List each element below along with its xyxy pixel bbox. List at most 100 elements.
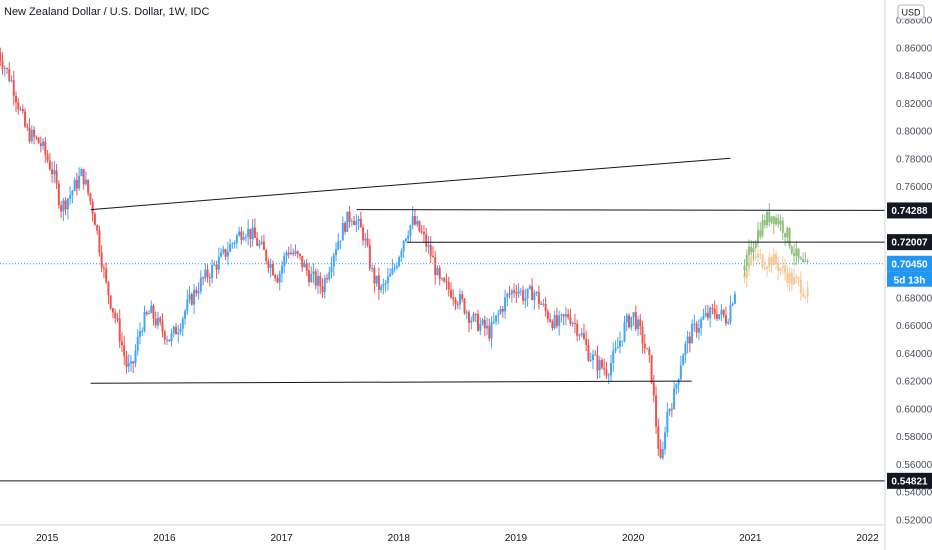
candle	[463, 299, 466, 314]
candle	[540, 303, 543, 305]
candle	[48, 160, 51, 170]
candle	[60, 205, 63, 212]
candle	[87, 179, 90, 194]
candle	[344, 222, 347, 232]
projection-candle-orange	[781, 265, 784, 269]
candle	[96, 225, 99, 231]
candle	[238, 231, 241, 236]
projection-candle-orange	[779, 268, 782, 271]
candle	[127, 363, 130, 367]
candle	[181, 318, 184, 329]
candle	[366, 238, 369, 246]
candle	[380, 286, 383, 290]
candle	[204, 269, 207, 279]
candle	[12, 80, 15, 96]
candle	[393, 267, 396, 269]
candle	[436, 267, 439, 276]
plot-area[interactable]	[0, 46, 886, 482]
projection-candle-orange	[799, 279, 802, 294]
projection-candle-orange	[757, 253, 760, 258]
trendline-1[interactable]	[90, 157, 731, 211]
candle	[458, 294, 461, 305]
candle	[80, 169, 83, 176]
candle	[371, 267, 374, 269]
candle	[418, 220, 421, 232]
candle	[24, 111, 27, 127]
candle	[495, 315, 498, 322]
candle	[229, 244, 232, 252]
candle	[175, 326, 178, 335]
projection-candle-orange	[772, 254, 775, 266]
candle	[123, 345, 126, 356]
price-label: 0.72007	[887, 234, 932, 251]
candle	[420, 231, 423, 233]
candle	[580, 333, 583, 336]
projection-candle-green	[768, 211, 771, 223]
candle	[440, 278, 443, 280]
time-axis[interactable]: 2015 2016 2017 2018 2019 2020 2021 2022	[36, 533, 879, 544]
candle	[661, 449, 664, 458]
candle	[276, 277, 279, 283]
candle	[298, 253, 301, 256]
currency-button-frame	[897, 4, 925, 20]
candle	[341, 222, 344, 241]
candle	[314, 271, 317, 286]
candle	[280, 266, 283, 274]
candle	[301, 255, 304, 268]
candle	[679, 365, 682, 380]
candle	[269, 263, 272, 269]
candle	[375, 275, 378, 284]
candle	[517, 291, 520, 294]
candle	[655, 395, 658, 427]
candle	[666, 411, 669, 433]
price-label-text: 0.72007	[891, 238, 928, 249]
candle	[488, 325, 491, 339]
candle	[265, 249, 268, 262]
candle	[244, 236, 247, 238]
candle	[357, 218, 360, 222]
trendline-2[interactable]	[90, 380, 692, 384]
projection-candle-orange	[750, 256, 753, 264]
candle	[224, 249, 227, 257]
projection-candle-orange	[763, 267, 766, 269]
projection-candle-green	[761, 220, 764, 237]
candle	[718, 314, 721, 319]
candle	[697, 328, 700, 333]
candle	[700, 319, 703, 329]
candle	[305, 263, 308, 271]
candle	[105, 268, 108, 282]
candle	[571, 323, 574, 325]
candle	[335, 249, 338, 256]
candle	[402, 241, 405, 252]
price-label: 0.74288	[887, 202, 932, 219]
candle	[100, 252, 103, 268]
candle	[468, 312, 471, 323]
candle	[449, 289, 452, 298]
currency-button[interactable]: USD	[897, 4, 925, 20]
projection-candle-green	[777, 218, 780, 225]
candle	[389, 273, 392, 277]
candle	[303, 263, 306, 268]
candle	[3, 68, 6, 70]
trendline-3[interactable]	[356, 209, 886, 211]
candle	[691, 324, 694, 344]
bar-countdown: 5d 13h	[894, 275, 926, 286]
price-tick-label: 0.62000	[896, 377, 932, 388]
candle	[102, 267, 105, 269]
candle	[62, 200, 65, 212]
candle	[208, 277, 211, 279]
candle	[429, 244, 432, 256]
projection-candle-green	[795, 248, 798, 256]
candle	[253, 227, 256, 238]
candle	[648, 348, 651, 356]
candle	[107, 281, 110, 296]
time-tick-label: 2015	[36, 533, 59, 544]
candle	[688, 336, 691, 344]
candle	[425, 234, 428, 247]
price-tick-label: 0.56000	[896, 460, 932, 471]
candle	[646, 348, 649, 350]
projection-candle-green	[748, 246, 751, 255]
candle	[551, 321, 554, 328]
candle	[21, 108, 24, 112]
